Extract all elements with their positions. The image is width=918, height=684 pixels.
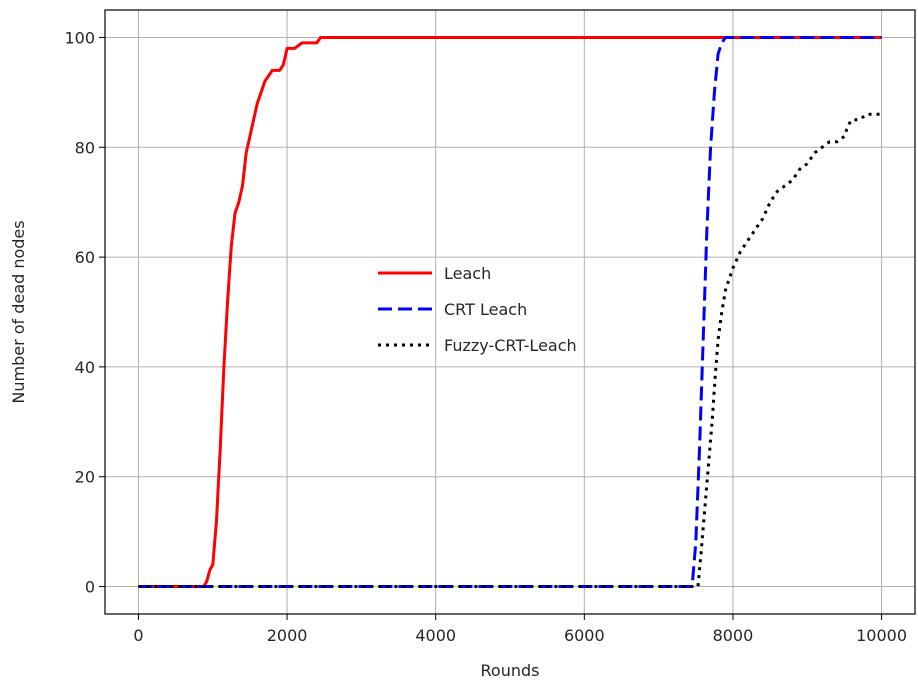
legend-label-1: CRT Leach <box>444 300 527 319</box>
x-tick-label-1: 2000 <box>267 626 308 645</box>
axis-ticks: 0 2000 4000 6000 8000 10000 0 20 40 60 80 100 <box>64 28 907 645</box>
y-tick-label-1: 20 <box>75 468 95 487</box>
series-line-0 <box>138 36 882 588</box>
y-tick-label-0: 0 <box>85 578 95 597</box>
legend-label-2: Fuzzy-CRT-Leach <box>444 336 577 355</box>
x-tick-label-5: 10000 <box>856 626 907 645</box>
legend-label-0: Leach <box>444 264 491 283</box>
y-tick-label-3: 60 <box>75 248 95 267</box>
plot-frame <box>104 9 916 615</box>
series-line-1 <box>138 36 882 588</box>
x-tick-label-0: 0 <box>133 626 143 645</box>
x-tick-label-3: 6000 <box>564 626 605 645</box>
x-tick-label-4: 8000 <box>713 626 754 645</box>
series-layer <box>138 36 882 588</box>
legend: Leach CRT Leach Fuzzy-CRT-Leach <box>378 264 577 355</box>
y-tick-label-4: 80 <box>75 138 95 157</box>
y-tick-label-2: 40 <box>75 358 95 377</box>
y-axis-label: Number of dead nodes <box>9 220 28 403</box>
x-tick-label-2: 4000 <box>415 626 456 645</box>
y-tick-label-5: 100 <box>64 28 95 47</box>
x-axis-label: Rounds <box>481 661 540 680</box>
